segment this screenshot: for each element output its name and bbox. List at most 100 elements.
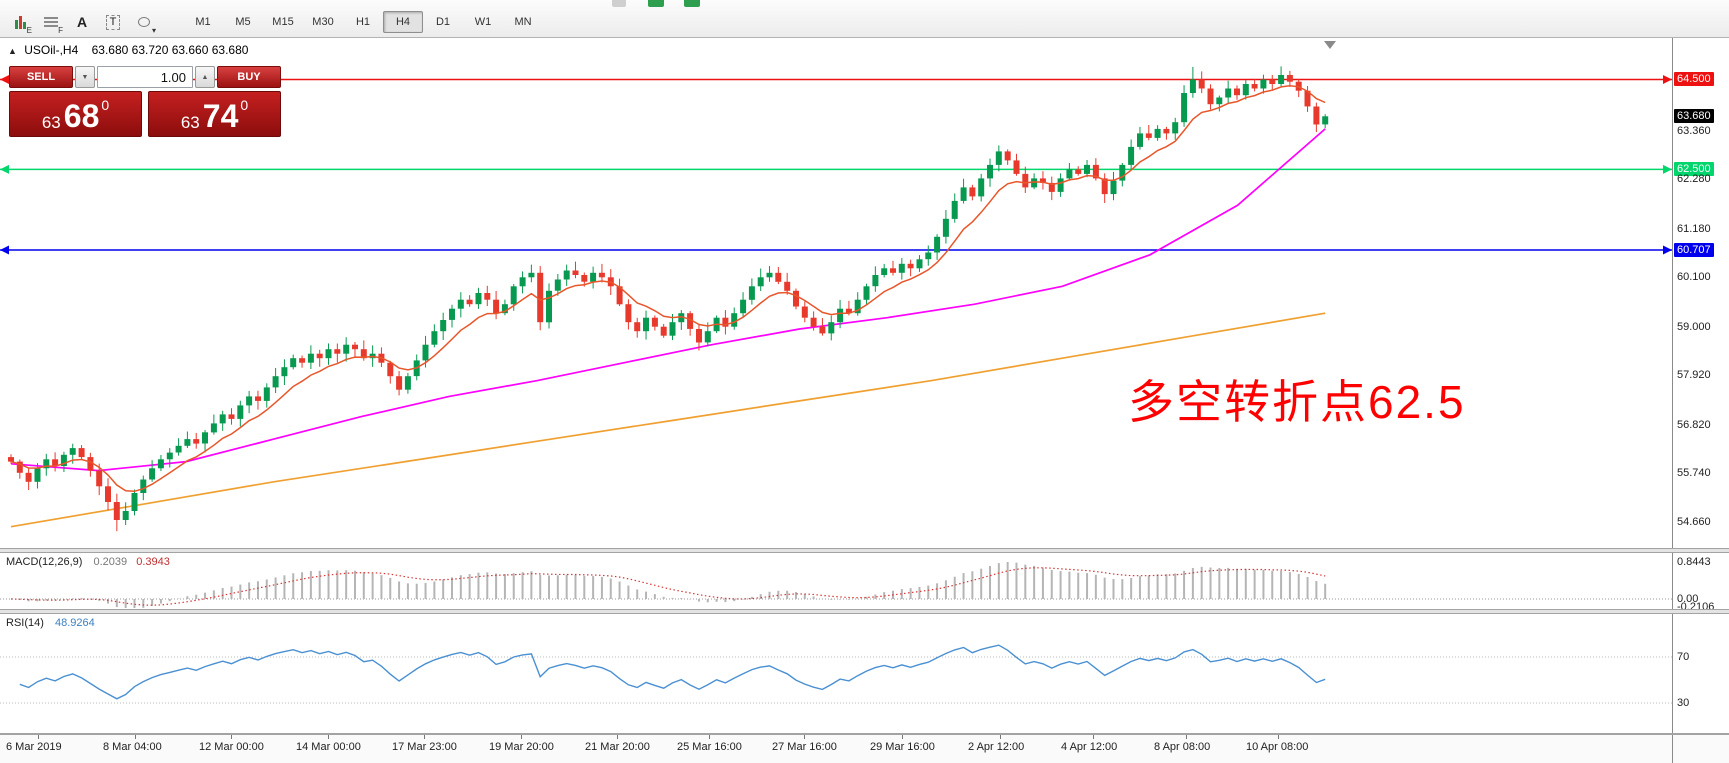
price-scale-label: 60.707 — [1674, 243, 1714, 257]
axis-corner — [1672, 735, 1729, 763]
ask-price-display[interactable]: 63 74 0 — [148, 91, 281, 137]
timeframe-button-h1[interactable]: H1 — [355, 16, 371, 28]
time-axis-label: 10 Apr 08:00 — [1246, 741, 1309, 753]
time-axis-tick — [709, 735, 710, 739]
rsi-panel: RSI(14) 48.9264 — [0, 614, 1672, 733]
macd-scale[interactable]: 0.8443 0.00 -0.2106 — [1672, 553, 1729, 609]
timeframe-button-m15[interactable]: M15 — [272, 16, 294, 28]
candlestick-chart — [0, 66, 1672, 532]
toolbar-row: E F A T ▾ M1 M5 M15 M30 H1 H4 D1 W1 MN — [6, 9, 543, 35]
symbol-period-label: USOil-,H4 — [24, 43, 79, 57]
rsi-value: 48.9264 — [54, 617, 95, 629]
panel-splitter[interactable] — [0, 548, 1729, 553]
clipped-toolbar-icon — [612, 0, 626, 7]
drawing-tools-group: E F A T ▾ — [6, 9, 158, 35]
bid-price-display[interactable]: 63 68 0 — [9, 91, 142, 137]
price-scale-label: 56.820 — [1677, 419, 1711, 431]
rsi-chart — [0, 644, 1672, 704]
time-axis[interactable]: 6 Mar 2019 8 Mar 04:00 12 Mar 00:00 14 Mar … — [0, 735, 1672, 763]
bid-integer: 63 — [41, 113, 61, 132]
macd-signal-value: 0.3943 — [136, 556, 170, 568]
timeframe-button-m5[interactable]: M5 — [235, 16, 251, 28]
time-axis-tick — [38, 735, 39, 739]
grid-tool-icon[interactable]: F — [37, 9, 65, 35]
time-axis-label: 25 Mar 16:00 — [677, 741, 742, 753]
ask-integer: 63 — [180, 113, 200, 132]
trade-panel-collapse-icon[interactable]: ▲ — [8, 46, 17, 56]
time-axis-tick — [521, 735, 522, 739]
toolbar: E F A T ▾ M1 M5 M15 M30 H1 H4 D1 W1 MN — [0, 0, 1729, 38]
time-axis-tick — [424, 735, 425, 739]
bid-pip-digit: 0 — [101, 97, 110, 113]
time-axis-tick — [902, 735, 903, 739]
time-axis-tick — [231, 735, 232, 739]
time-axis-label: 14 Mar 00:00 — [296, 741, 361, 753]
ask-pip-digit: 0 — [240, 97, 249, 113]
clipped-toolbar-icon — [648, 0, 664, 7]
price-scale-label: 57.920 — [1677, 369, 1711, 381]
price-scale-label: 59.000 — [1677, 321, 1711, 333]
macd-main-value: 0.2039 — [93, 556, 128, 568]
chart-annotation-text: 多空转折点62.5 — [1128, 376, 1466, 428]
buy-button[interactable]: BUY — [217, 66, 281, 88]
ask-main-digits: 74 — [202, 98, 239, 134]
price-scale-label: 64.500 — [1674, 72, 1714, 86]
time-axis-label: 19 Mar 20:00 — [489, 741, 554, 753]
bid-main-digits: 68 — [63, 98, 100, 134]
rsi-scale-label: 30 — [1677, 697, 1690, 709]
time-axis-label: 8 Apr 08:00 — [1154, 741, 1211, 753]
time-axis-label: 4 Apr 12:00 — [1061, 741, 1118, 753]
volume-decrease-button[interactable]: ▼ — [75, 66, 95, 88]
panel-splitter[interactable] — [0, 609, 1729, 614]
volume-increase-button[interactable]: ▲ — [195, 66, 215, 88]
timeframe-button-w1[interactable]: W1 — [474, 16, 492, 28]
timeframe-button-d1[interactable]: D1 — [435, 16, 451, 28]
time-axis-label: 29 Mar 16:00 — [870, 741, 935, 753]
price-scale-label: 54.660 — [1677, 516, 1711, 528]
sell-button[interactable]: SELL — [9, 66, 73, 88]
time-axis-label: 17 Mar 23:00 — [392, 741, 457, 753]
time-axis-tick — [804, 735, 805, 739]
candlestick-tool-icon[interactable]: E — [6, 9, 34, 35]
shapes-tool-icon[interactable]: ▾ — [130, 9, 158, 35]
time-axis-label: 8 Mar 04:00 — [103, 741, 162, 753]
price-scale-label: 62.500 — [1674, 162, 1714, 176]
time-axis-label: 2 Apr 12:00 — [968, 741, 1025, 753]
time-axis-tick — [328, 735, 329, 739]
timeframe-group: M1 M5 M15 M30 H1 H4 D1 W1 MN — [183, 11, 543, 33]
time-axis-tick — [1093, 735, 1094, 739]
price-scale-label: 61.180 — [1677, 223, 1711, 235]
one-click-trading-panel: SELL ▼ ▲ BUY 63 68 0 63 74 0 — [9, 66, 281, 137]
macd-scale-label: -0.2106 — [1677, 601, 1715, 609]
time-axis-tick — [617, 735, 618, 739]
timeframe-button-m30[interactable]: M30 — [312, 16, 334, 28]
rsi-scale[interactable]: 70 30 — [1672, 614, 1729, 733]
timeframe-button-h4[interactable]: H4 — [383, 11, 423, 33]
macd-chart — [0, 562, 1672, 608]
time-axis-label: 6 Mar 2019 — [6, 741, 62, 753]
macd-scale-label: 0.8443 — [1677, 556, 1711, 568]
time-axis-label: 21 Mar 20:00 — [585, 741, 650, 753]
axis-separator — [0, 733, 1729, 735]
macd-scale-label: 0.00 — [1677, 593, 1699, 605]
timeframe-button-m1[interactable]: M1 — [195, 16, 211, 28]
price-scale[interactable]: 64.500 63.680 63.360 62.500 62.280 61.180 60.7… — [1672, 38, 1729, 548]
price-scale-label: 63.680 — [1674, 109, 1714, 123]
text-tool-icon[interactable]: A — [76, 14, 88, 30]
timeframe-button-mn[interactable]: MN — [514, 16, 532, 28]
price-scale-label: 63.360 — [1677, 125, 1711, 137]
price-scale-label: 62.280 — [1677, 173, 1711, 185]
time-axis-label: 12 Mar 00:00 — [199, 741, 264, 753]
volume-input[interactable] — [97, 66, 193, 88]
time-axis-tick — [135, 735, 136, 739]
time-axis-tick — [1186, 735, 1187, 739]
macd-panel: MACD(12,26,9) 0.2039 0.3943 — [0, 553, 1672, 609]
time-axis-tick — [1000, 735, 1001, 739]
rsi-label: RSI(14) 48.9264 — [6, 617, 95, 629]
time-axis-tick — [1278, 735, 1279, 739]
textbox-tool-icon[interactable]: T — [99, 9, 127, 35]
main-chart-canvas[interactable]: ▲ USOil-,H4 63.680 63.720 63.660 63.680 … — [0, 38, 1672, 548]
chart-header: ▲ USOil-,H4 63.680 63.720 63.660 63.680 — [8, 43, 248, 57]
time-axis-label: 27 Mar 16:00 — [772, 741, 837, 753]
